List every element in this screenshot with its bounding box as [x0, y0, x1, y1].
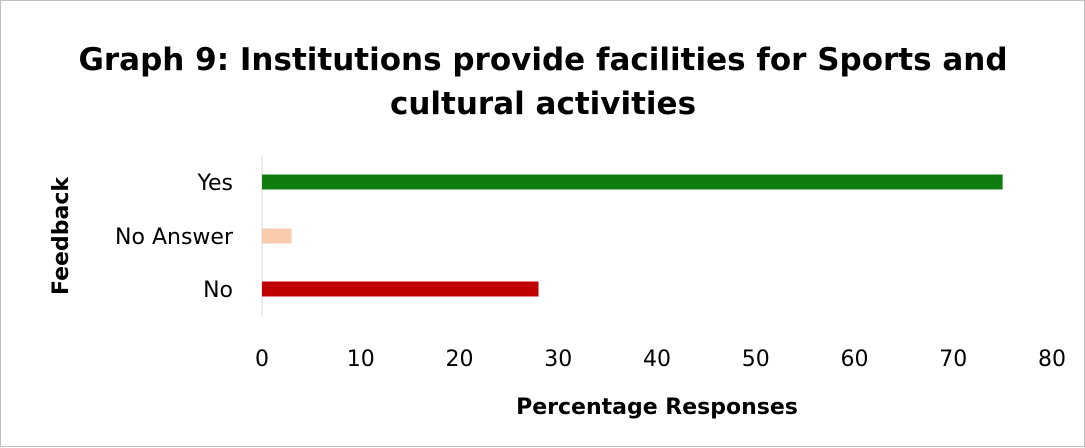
bars-group [262, 174, 1003, 297]
x-tick-label-0: 0 [255, 347, 269, 372]
x-axis-title: Percentage Responses [516, 395, 798, 420]
category-label-yes: Yes [196, 171, 233, 196]
x-tick-label-70: 70 [939, 347, 967, 372]
chart-title-line-2: cultural activities [390, 86, 696, 122]
category-labels-group: No No Answer Yes [115, 171, 234, 303]
x-tick-label-10: 10 [347, 347, 375, 372]
category-label-no-answer: No Answer [115, 225, 234, 250]
chart-title-line-1: Graph 9: Institutions provide facilities… [78, 42, 1007, 78]
x-tick-label-50: 50 [742, 347, 770, 372]
bar-no [262, 281, 539, 297]
y-axis-title: Feedback [49, 176, 74, 295]
x-tick-label-40: 40 [643, 347, 671, 372]
x-tick-label-80: 80 [1038, 347, 1066, 372]
bar-yes [262, 174, 1003, 190]
bar-no-answer [262, 228, 292, 244]
x-tick-label-20: 20 [446, 347, 474, 372]
x-tick-labels-group: 0 10 20 30 40 50 60 70 80 [255, 347, 1066, 372]
category-label-no: No [203, 278, 233, 303]
x-tick-label-30: 30 [544, 347, 572, 372]
x-tick-label-60: 60 [841, 347, 869, 372]
